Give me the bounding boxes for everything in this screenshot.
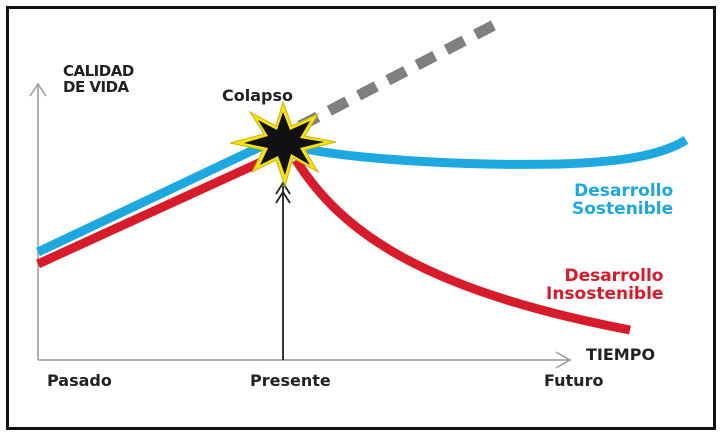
y-axis-label-line-1: CALIDAD <box>63 62 134 80</box>
y-axis-arrowhead <box>29 82 47 97</box>
y-axis-label: CALIDAD DE VIDA <box>63 62 134 96</box>
present-marker-arrowhead <box>275 181 291 195</box>
present-marker-arrowhead-2 <box>275 190 291 204</box>
insostenible-label-line-1: Desarrollo <box>564 266 664 286</box>
sostenible-line-future <box>299 136 689 169</box>
x-axis-label: TIEMPO <box>586 345 656 364</box>
tick-presente: Presente <box>250 371 331 390</box>
sostenible-label-line-1: Desarrollo <box>574 181 674 201</box>
sostenible-label-line-2: Sostenible <box>572 198 674 219</box>
insostenible-line-past <box>36 147 285 269</box>
insostenible-label: Desarrollo Insostenible <box>546 266 664 304</box>
tick-pasado: Pasado <box>47 371 112 390</box>
x-axis-arrowhead <box>555 351 572 369</box>
insostenible-line-future <box>292 157 631 335</box>
collapse-label: Colapso <box>222 86 293 105</box>
sostenible-label: Desarrollo Sostenible <box>572 181 674 219</box>
tick-futuro: Futuro <box>544 371 604 390</box>
insostenible-label-line-2: Insostenible <box>546 283 664 304</box>
y-axis-label-line-2: DE VIDA <box>63 77 129 96</box>
sostenible-line-past <box>36 131 285 257</box>
collapse-explosion-icon <box>229 100 337 188</box>
projection-dashed-line <box>297 19 499 131</box>
